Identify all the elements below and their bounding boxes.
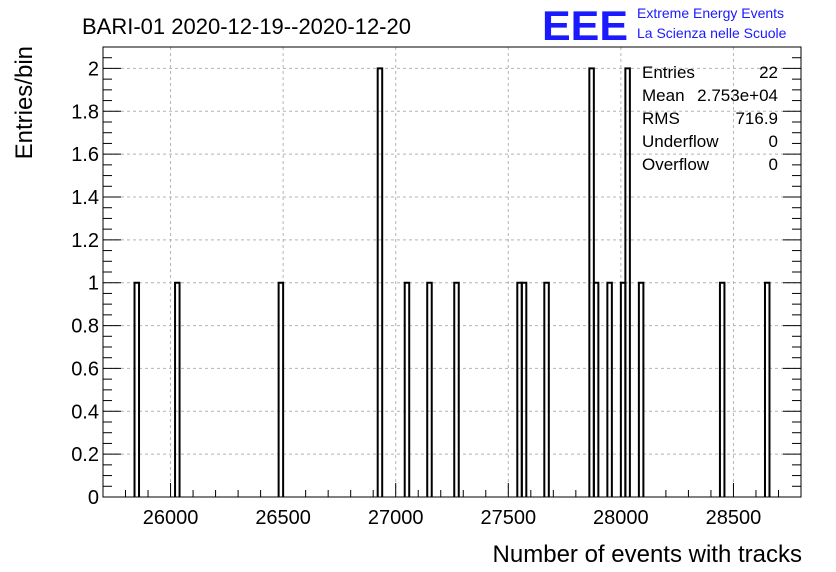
eee-logo-line1: Extreme Energy Events [637, 5, 784, 21]
histogram-bar [543, 281, 550, 497]
y-tick-label: 1.6 [71, 144, 99, 166]
x-tick-label: 27500 [480, 507, 536, 529]
histogram-bar [403, 281, 411, 497]
y-tick-label: 0.2 [71, 444, 99, 466]
x-tick-label: 26500 [255, 507, 311, 529]
y-tick-label: 0 [88, 487, 99, 509]
stats-label: Overflow [642, 155, 710, 174]
x-tick-label: 28500 [706, 507, 762, 529]
stats-label: RMS [642, 109, 680, 128]
stats-label: Entries [642, 63, 695, 82]
stats-label: Underflow [642, 132, 719, 151]
plot-frame [102, 46, 802, 498]
histogram-bar [624, 67, 631, 497]
y-tick-label: 1.8 [71, 101, 99, 123]
histogram-bar [606, 281, 613, 497]
y-tick-label: 0.8 [71, 316, 99, 338]
grid-lines [103, 47, 801, 497]
histogram-bar [174, 281, 181, 497]
histogram-bars [133, 67, 771, 497]
eee-logo: EEE Extreme Energy Events La Scienza nel… [542, 2, 787, 49]
histogram-bar [763, 281, 771, 497]
stats-label: Mean [642, 86, 685, 105]
stats-value: 2.753e+04 [697, 86, 778, 105]
histogram-bar [718, 281, 726, 497]
histogram-bar [426, 281, 433, 497]
y-tick-label: 0.4 [71, 401, 99, 423]
eee-logo-line2: La Scienza nelle Scuole [637, 25, 787, 41]
chart-title: BARI-01 2020-12-19--2020-12-20 [82, 14, 411, 39]
eee-logo-mark: EEE [542, 2, 628, 49]
stats-value: 0 [769, 155, 778, 174]
stats-value: 716.9 [735, 109, 778, 128]
y-tick-label: 1 [88, 273, 99, 295]
y-axis-label: Entries/bin [11, 46, 38, 159]
histogram-bar [376, 67, 384, 497]
histogram-bar [277, 281, 285, 497]
stats-value: 22 [759, 63, 778, 82]
y-tick-label: 1.2 [71, 230, 99, 252]
x-tick-label: 27000 [368, 507, 424, 529]
histogram-bar [520, 281, 528, 497]
histogram-bar [592, 281, 600, 497]
x-axis-label: Number of events with tracks [493, 541, 802, 568]
y-axis: 0 0.2 0.4 0.6 0.8 1 1.2 1.4 1.6 1.8 2 [71, 57, 801, 509]
histogram-bar [637, 281, 645, 497]
y-tick-label: 0.6 [71, 358, 99, 380]
histogram-bar [453, 281, 460, 497]
stats-value: 0 [769, 132, 778, 151]
y-tick-label: 2 [88, 58, 99, 80]
y-tick-label: 1.4 [71, 187, 99, 209]
x-tick-label: 26000 [143, 507, 199, 529]
x-axis: 26000 26500 27000 27500 28000 28500 [102, 483, 802, 529]
x-tick-label: 28000 [593, 507, 649, 529]
stats-box: Entries 22 Mean 2.753e+04 RMS 716.9 Underflow 0… [642, 63, 778, 174]
histogram-bar [133, 281, 141, 497]
